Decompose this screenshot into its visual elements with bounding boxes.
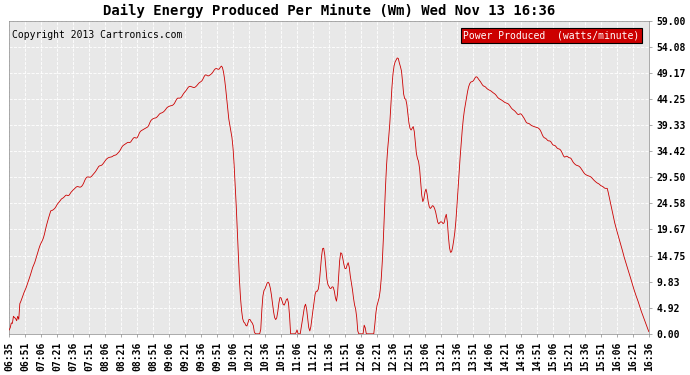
Text: Copyright 2013 Cartronics.com: Copyright 2013 Cartronics.com	[12, 30, 183, 40]
Title: Daily Energy Produced Per Minute (Wm) Wed Nov 13 16:36: Daily Energy Produced Per Minute (Wm) We…	[103, 4, 555, 18]
Text: Power Produced  (watts/minute): Power Produced (watts/minute)	[463, 30, 639, 40]
